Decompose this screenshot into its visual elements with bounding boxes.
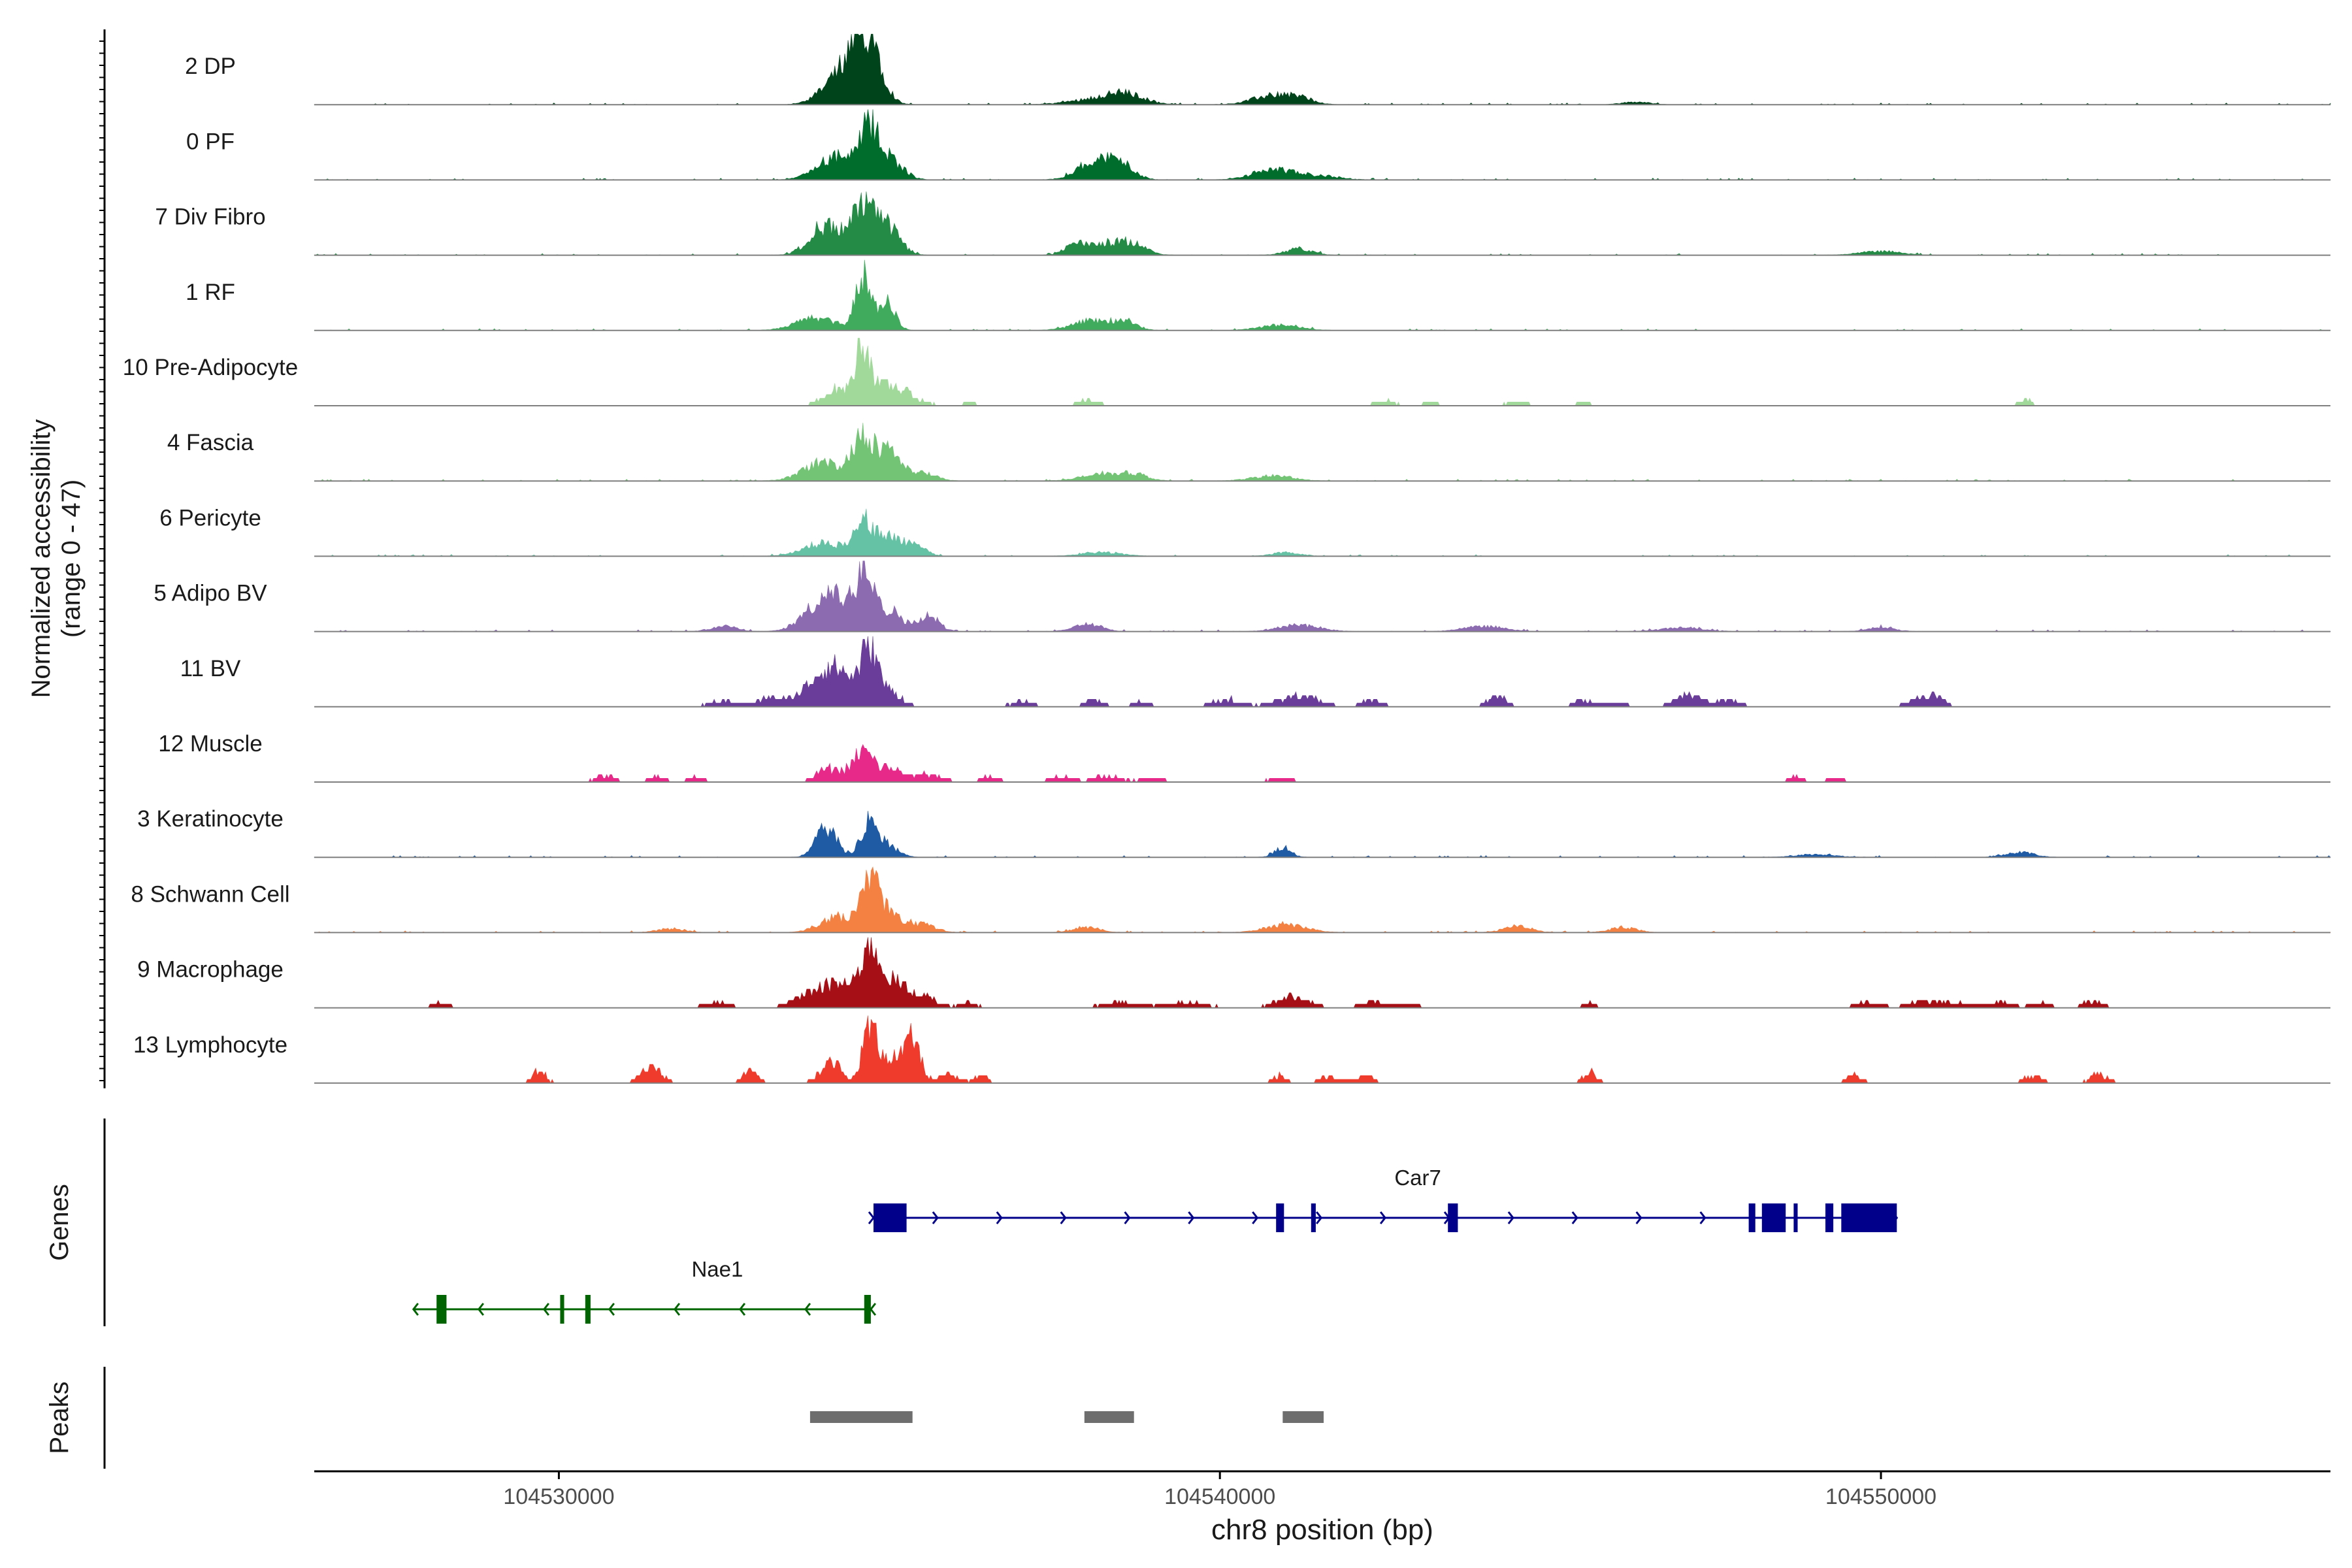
coverage-signal [314, 338, 2330, 406]
track-label: 13 Lymphocyte [133, 1032, 287, 1058]
y-axis-label-line1: Normalized accessibility [27, 419, 56, 698]
track-12-muscle: 12 Muscle [158, 731, 2330, 783]
track-1-rf: 1 RF [186, 259, 2331, 331]
track-6-pericyte: 6 Pericyte [159, 505, 2331, 557]
track-4-fascia: 4 Fascia [167, 423, 2331, 482]
coverage-signal [314, 423, 2331, 482]
x-axis-label: chr8 position (bp) [1211, 1514, 1433, 1546]
peak-region [1282, 1411, 1324, 1423]
coverage-signal [314, 33, 2331, 105]
strand-arrow [1379, 1211, 1387, 1224]
peak-region [1084, 1411, 1134, 1423]
track-10-pre-adipocyte: 10 Pre-Adipocyte [123, 338, 2330, 406]
strand-arrow [996, 1211, 1003, 1224]
strand-arrow [1124, 1211, 1131, 1224]
coverage-signal [314, 636, 2330, 708]
track-label: 10 Pre-Adipocyte [123, 355, 298, 380]
track-5-adipo-bv: 5 Adipo BV [154, 561, 2331, 632]
gene-exon [1276, 1203, 1284, 1232]
track-label: 2 DP [185, 54, 236, 79]
gene-exon [874, 1203, 907, 1232]
coverage-signal [314, 866, 2331, 933]
strand-arrow [608, 1303, 615, 1316]
coverage-signal [314, 937, 2330, 1009]
track-label: 0 PF [186, 129, 235, 154]
track-label: 4 Fascia [167, 430, 254, 455]
gene-exon [1841, 1203, 1897, 1232]
gene-exon [864, 1295, 871, 1324]
strand-arrow [673, 1303, 681, 1316]
gene-exon [1311, 1203, 1316, 1232]
track-label: 9 Macrophage [137, 957, 284, 983]
coverage-signal [314, 259, 2331, 331]
coverage-signal [314, 109, 2331, 180]
gene-annotations: Car7 Nae1 [412, 1166, 1899, 1324]
coverage-signal [314, 743, 2330, 783]
track-13-lymphocyte: 13 Lymphocyte [133, 1015, 2330, 1084]
track-label: 8 Schwann Cell [131, 881, 289, 907]
strand-arrow [738, 1303, 746, 1316]
coverage-signal [314, 508, 2331, 557]
strand-arrow [869, 1303, 877, 1316]
strand-arrow [868, 1211, 875, 1224]
track-label: 5 Adipo BV [154, 581, 267, 606]
coverage-signal [314, 191, 2331, 255]
gene-exon [1793, 1203, 1798, 1232]
strand-arrow [1571, 1211, 1578, 1224]
strand-arrow [932, 1211, 939, 1224]
x-axis-ticks: 104530000 104540000 104550000 [503, 1471, 1936, 1509]
track-9-macrophage: 9 Macrophage [137, 937, 2330, 1009]
strand-arrow [1699, 1211, 1707, 1224]
track-label: 11 BV [180, 656, 241, 681]
y-axis-label-line2: (range 0 - 47) [57, 480, 86, 638]
strand-arrow [412, 1303, 419, 1316]
gene-car7: Car7 [868, 1166, 1899, 1232]
gene-exon [560, 1295, 564, 1324]
track-11-bv: 11 BV [180, 636, 2330, 708]
gene-exon [585, 1295, 591, 1324]
strand-arrow [542, 1303, 549, 1316]
track-label: 12 Muscle [158, 731, 263, 757]
peaks-track-label: Peaks [45, 1381, 74, 1454]
track-label: 3 Keratinocyte [137, 806, 284, 832]
gene-exon [436, 1295, 447, 1324]
peak-region [809, 1411, 913, 1423]
gene-exon [1825, 1203, 1834, 1232]
genes-track-label: Genes [45, 1184, 74, 1261]
track-label: 6 Pericyte [159, 505, 261, 531]
strand-arrow [1507, 1211, 1514, 1224]
track-8-schwann-cell: 8 Schwann Cell [131, 866, 2331, 934]
track-label: 1 RF [186, 280, 235, 305]
strand-arrow [1188, 1211, 1195, 1224]
gene-name: Car7 [1394, 1166, 1441, 1190]
gene-exon [1448, 1203, 1458, 1232]
coverage-signal [314, 811, 2331, 858]
gene-nae1: Nae1 [412, 1257, 877, 1324]
strand-arrow [1635, 1211, 1642, 1224]
strand-arrow [1316, 1211, 1323, 1224]
coverage-y-axis [99, 29, 106, 1088]
gene-exon [1761, 1203, 1786, 1232]
gene-exon [1748, 1203, 1756, 1232]
coverage-signal [314, 561, 2331, 632]
coverage-signal [314, 1015, 2330, 1084]
coverage-tracks: 2 DP 0 PF 7 Div Fibro 1 RF 10 Pre-Adipocyte 4… [123, 33, 2331, 1084]
peak-regions [809, 1411, 1324, 1423]
track-label: 7 Div Fibro [155, 204, 265, 230]
strand-arrow [804, 1303, 811, 1316]
track-3-keratinocyte: 3 Keratinocyte [137, 806, 2331, 858]
strand-arrow [1060, 1211, 1067, 1224]
gene-name: Nae1 [691, 1257, 743, 1281]
track-7-div-fibro: 7 Div Fibro [155, 191, 2331, 256]
x-tick-label: 104530000 [503, 1484, 614, 1509]
strand-arrow [1252, 1211, 1259, 1224]
x-tick-label: 104540000 [1164, 1484, 1275, 1509]
strand-arrow [477, 1303, 484, 1316]
x-tick-label: 104550000 [1825, 1484, 1936, 1509]
track-0-pf: 0 PF [186, 109, 2331, 181]
track-2-dp: 2 DP [185, 33, 2331, 106]
